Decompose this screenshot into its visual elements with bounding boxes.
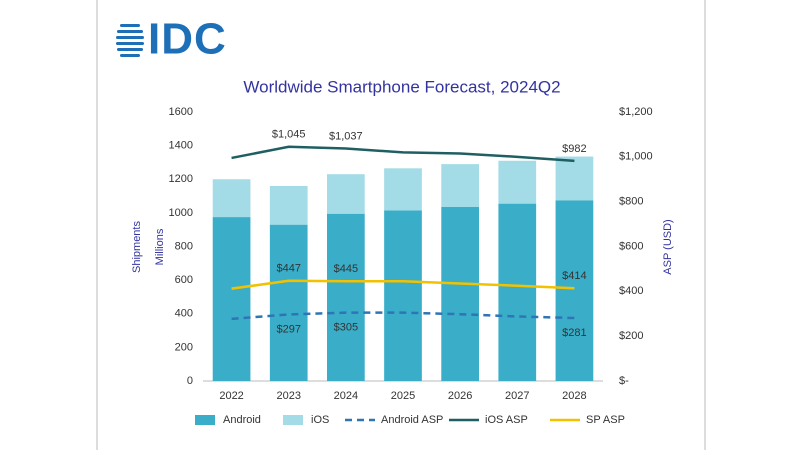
bar bbox=[384, 210, 422, 381]
bar bbox=[441, 164, 479, 207]
bar bbox=[498, 203, 537, 381]
bar bbox=[384, 168, 422, 211]
data-label: $982 bbox=[562, 143, 586, 155]
legend-swatch bbox=[283, 415, 303, 425]
data-label: $281 bbox=[562, 327, 586, 339]
y2-tick-label: $- bbox=[619, 375, 629, 387]
y-tick-label: 1600 bbox=[169, 106, 193, 118]
y-tick-label: 1000 bbox=[169, 207, 193, 219]
bar bbox=[269, 224, 308, 381]
y-tick-label: 1200 bbox=[169, 173, 193, 185]
chart-title: Worldwide Smartphone Forecast, 2024Q2 bbox=[243, 77, 560, 96]
y-outer-label: Shipments bbox=[131, 221, 143, 273]
legend-swatch bbox=[195, 415, 215, 425]
bar bbox=[441, 206, 479, 381]
legend-label: SP ASP bbox=[586, 414, 625, 426]
data-label: $414 bbox=[562, 270, 586, 282]
legend-label: iOS bbox=[311, 414, 329, 426]
x-tick-label: 2025 bbox=[391, 390, 415, 402]
legend-label: iOS ASP bbox=[485, 414, 528, 426]
y-tick-label: 800 bbox=[175, 240, 193, 252]
bar bbox=[555, 200, 594, 381]
bar bbox=[498, 160, 537, 204]
bar bbox=[212, 179, 251, 218]
y2-tick-label: $200 bbox=[619, 330, 643, 342]
legend-label: Android bbox=[223, 414, 261, 426]
y2-tick-label: $1,000 bbox=[619, 151, 653, 163]
bar bbox=[327, 213, 365, 381]
y2-tick-label: $600 bbox=[619, 240, 643, 252]
data-label: $1,037 bbox=[329, 130, 363, 142]
y-tick-label: 1400 bbox=[169, 140, 193, 152]
x-tick-label: 2026 bbox=[448, 390, 472, 402]
line bbox=[231, 145, 575, 163]
line bbox=[231, 311, 575, 321]
y-tick-label: 0 bbox=[187, 375, 193, 387]
y-tick-label: 200 bbox=[175, 341, 193, 353]
bar bbox=[212, 217, 251, 381]
data-label: $447 bbox=[276, 263, 300, 275]
data-label: $445 bbox=[334, 263, 358, 275]
line bbox=[231, 279, 575, 290]
logo-globe bbox=[116, 24, 144, 57]
y-tick-label: 400 bbox=[175, 308, 193, 320]
bar bbox=[555, 156, 594, 201]
data-label: $1,045 bbox=[272, 129, 306, 141]
y2-tick-label: $400 bbox=[619, 285, 643, 297]
x-tick-label: 2024 bbox=[334, 390, 358, 402]
x-tick-label: 2023 bbox=[276, 390, 300, 402]
data-label: $297 bbox=[276, 323, 300, 335]
y2-tick-label: $800 bbox=[619, 196, 643, 208]
data-label: $305 bbox=[334, 322, 358, 334]
bar bbox=[327, 174, 365, 214]
x-tick-label: 2027 bbox=[505, 390, 529, 402]
y-axis-label: Millions bbox=[154, 228, 166, 265]
bar bbox=[269, 185, 308, 225]
legend-label: Android ASP bbox=[381, 414, 443, 426]
y-tick-label: 600 bbox=[175, 274, 193, 286]
x-tick-label: 2028 bbox=[562, 390, 586, 402]
logo-text: IDC bbox=[148, 15, 227, 64]
y2-tick-label: $1,200 bbox=[619, 106, 653, 118]
x-tick-label: 2022 bbox=[219, 390, 243, 402]
y2-axis-label: ASP (USD) bbox=[662, 219, 674, 274]
